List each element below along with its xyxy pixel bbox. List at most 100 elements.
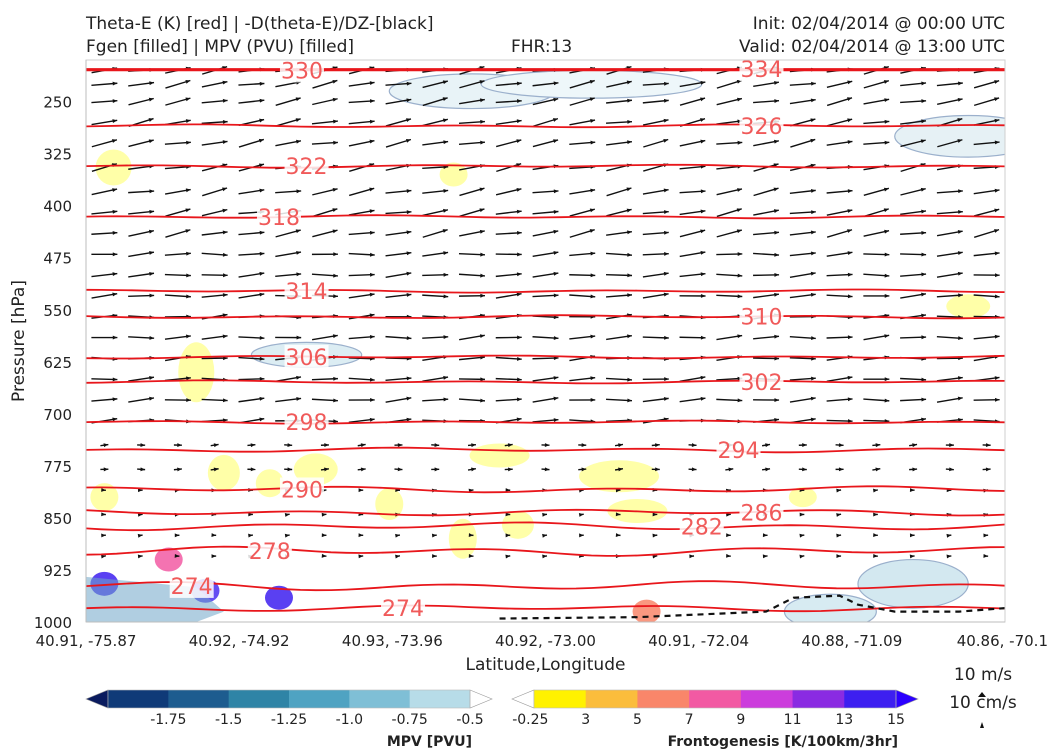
colorbar-tick-label: -1.5 [215, 712, 242, 728]
wind-arrow-head [406, 81, 412, 86]
wind-arrow-head [774, 272, 780, 277]
wind-arrow-head [847, 419, 853, 423]
wind-arrow-head [627, 119, 632, 124]
contour-label-bg [739, 500, 784, 525]
wind-arrow-head [884, 252, 890, 257]
wind-arrow-head [443, 272, 449, 277]
wind-arrow-head [112, 292, 118, 297]
wind-arrow-head [615, 533, 621, 538]
wind-arrow-head [112, 119, 118, 124]
wind-arrow-head [369, 209, 375, 214]
wind-arrow-head [479, 208, 485, 213]
contour-label-bg [716, 437, 761, 462]
wind-arrow-head [958, 189, 963, 194]
wind-reference-vertical: 10 cm/s [949, 693, 1017, 713]
colorbar-tick-label: 13 [835, 712, 853, 728]
wind-arrow-head [811, 356, 816, 361]
frontogenesis-shade [293, 453, 338, 486]
theta-e-label: 318 [258, 206, 300, 231]
wind-arrow-head [140, 443, 146, 447]
theta-e-contour [86, 123, 1005, 129]
wind-arrow-head [185, 229, 191, 233]
wind-arrow-head [222, 119, 228, 124]
theta-e-label: 294 [717, 439, 759, 464]
theta-e-contour [86, 446, 1005, 454]
wind-arrow-head [836, 513, 842, 517]
wind-arrow-head [333, 119, 338, 124]
wind-arrow-head [847, 229, 853, 233]
wind-arrow-head [517, 252, 522, 257]
wind-arrow-head [810, 251, 816, 256]
wind-arrow-head [847, 294, 853, 299]
wind-arrow-head [700, 396, 706, 401]
wind-arrow-head [994, 397, 1000, 402]
colorbar-tick-label: -1.0 [336, 712, 363, 728]
valid-time: Valid: 02/04/2014 @ 13:00 UTC [739, 37, 1005, 57]
wind-arrow-head [250, 467, 256, 472]
wind-arrow-head [434, 443, 440, 447]
wind-arrow-head [957, 251, 963, 255]
wind-arrow-head [737, 140, 743, 145]
wind-arrow-head [909, 488, 915, 492]
wind-arrow-head [112, 230, 118, 235]
wind-arrow-head [149, 189, 155, 194]
wind-arrow-head [774, 99, 780, 103]
theta-e-contour [86, 521, 1005, 532]
wind-arrow-head [186, 376, 191, 381]
wind-arrow-head [324, 467, 329, 472]
wind-arrow-head [884, 140, 890, 145]
theta-e-contour [86, 379, 1005, 385]
wind-arrow-head [443, 375, 449, 380]
wind-arrow-head [875, 443, 881, 448]
wind-arrow-head [508, 467, 513, 472]
wind-arrow-head [287, 467, 293, 472]
contour-label-bg [739, 304, 784, 329]
wind-arrow-head [884, 377, 890, 382]
wind-arrow-head [618, 443, 623, 448]
wind-arrow-head [369, 187, 375, 192]
y-tick-label: 775 [43, 458, 72, 476]
wind-arrow-head [552, 118, 558, 122]
wind-arrow-head [223, 273, 228, 278]
wind-arrow-head [994, 251, 1000, 256]
y-tick-label: 550 [43, 302, 72, 320]
wind-arrow-head [406, 210, 412, 215]
wind-arrow-head [442, 97, 448, 102]
wind-arrow-head [847, 251, 853, 255]
wind-arrow-head [397, 467, 403, 472]
wind-arrow-head [627, 230, 632, 235]
wind-arrow-head [369, 417, 375, 422]
wind-arrow-head [259, 163, 264, 168]
wind-arrow-head [627, 398, 633, 403]
wind-arrow-head [553, 315, 559, 320]
wind-arrow-head [442, 229, 448, 233]
wind-arrow-head [994, 334, 1000, 339]
wind-arrow-head [774, 417, 779, 422]
y-tick-label: 625 [43, 354, 72, 372]
frontogenesis-shade [788, 487, 817, 508]
wind-arrow-head [213, 443, 219, 448]
wind-arrow-head [626, 208, 632, 213]
wind-arrow-head [847, 272, 853, 277]
contour-label-bg [679, 514, 724, 539]
wind-arrow-head [259, 271, 265, 276]
colorbar-segment [637, 690, 690, 708]
wind-arrow-head [737, 294, 743, 299]
wind-arrow-head [802, 443, 807, 448]
frontogenesis-shade [946, 294, 991, 319]
wind-arrow-head [443, 208, 448, 213]
wind-arrow-head [259, 81, 265, 86]
wind-arrow-head [810, 230, 816, 235]
wind-arrow-head [663, 271, 669, 276]
wind-arrow-head [112, 209, 118, 214]
wind-arrow-head [664, 251, 669, 256]
wind-arrow-head [222, 208, 228, 213]
wind-arrow-head [884, 334, 890, 339]
wind-arrow-head [296, 189, 302, 194]
y-axis-label: Pressure [hPa] [9, 280, 29, 402]
colorbar-tick-label: 9 [736, 712, 745, 728]
theta-e-label: 286 [740, 501, 782, 526]
theta-e-contour [86, 580, 1005, 592]
wind-arrow-head [811, 336, 816, 341]
wind-arrow-head [369, 313, 375, 318]
